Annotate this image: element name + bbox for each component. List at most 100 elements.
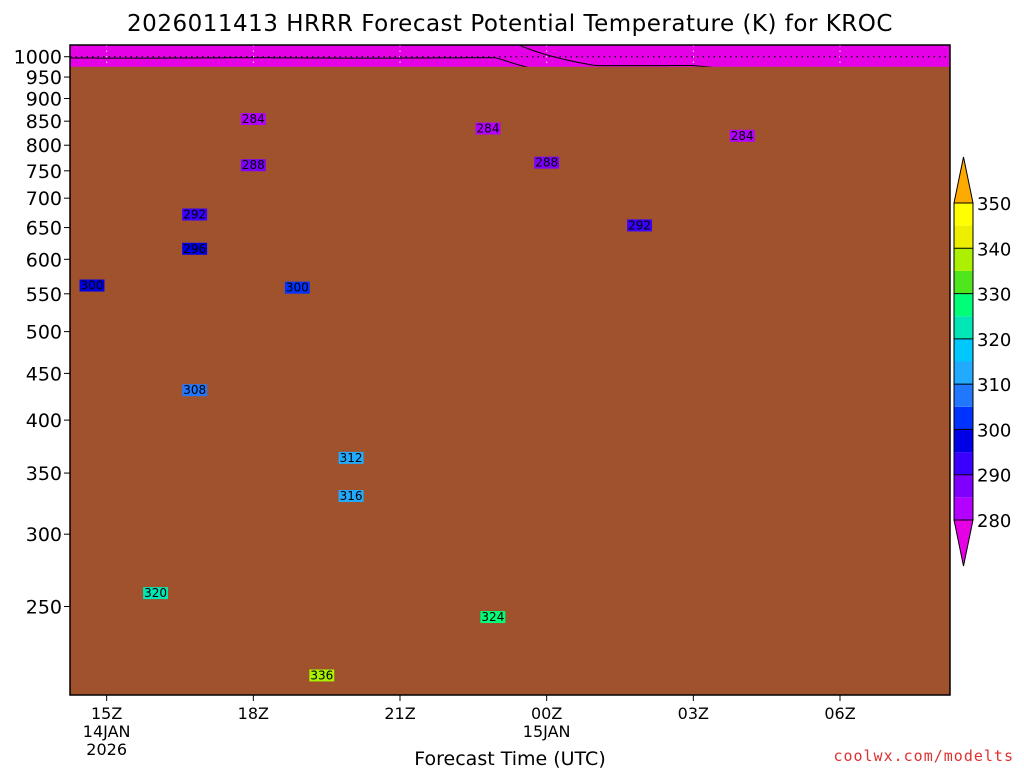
theta-cell — [275, 45, 284, 51]
theta-cell — [854, 55, 863, 61]
theta-cell — [810, 60, 819, 66]
theta-cell — [480, 50, 489, 56]
theta-cell — [187, 50, 196, 56]
theta-cell — [554, 60, 562, 66]
theta-cell — [260, 45, 269, 51]
theta-cell — [326, 60, 335, 66]
theta-cell — [150, 60, 159, 66]
theta-cell — [253, 45, 262, 51]
theta-cell — [898, 50, 907, 56]
theta-cell — [664, 50, 672, 56]
theta-cell — [326, 50, 335, 56]
theta-cell — [671, 50, 680, 56]
theta-cell — [356, 45, 364, 51]
theta-cell — [686, 50, 694, 56]
theta-cell — [891, 60, 900, 66]
theta-cell — [722, 55, 731, 61]
theta-cell — [194, 50, 203, 56]
theta-cell — [480, 60, 489, 66]
theta-cell — [429, 60, 438, 66]
theta-cell — [554, 45, 562, 51]
theta-cell — [722, 60, 731, 66]
theta-cell — [920, 45, 929, 51]
theta-cell — [803, 45, 812, 51]
theta-cell — [759, 55, 768, 61]
theta-cell — [693, 45, 702, 51]
theta-cell — [737, 45, 746, 51]
theta-cell — [84, 45, 93, 51]
theta-cell — [744, 55, 753, 61]
theta-cell — [796, 50, 804, 56]
theta-cell — [290, 45, 298, 51]
theta-cell — [832, 45, 841, 51]
theta-cell — [348, 50, 357, 56]
theta-cell — [561, 50, 570, 56]
theta-cell — [334, 45, 342, 51]
theta-cell — [818, 60, 826, 66]
theta-cell — [370, 45, 379, 51]
theta-cell — [378, 45, 386, 51]
theta-cell — [752, 50, 760, 56]
theta-cell — [495, 60, 504, 66]
theta-cell — [832, 50, 841, 56]
theta-cell — [194, 45, 203, 51]
theta-cell — [744, 60, 753, 66]
theta-cell — [202, 60, 210, 66]
theta-cell — [136, 50, 144, 56]
theta-cell — [253, 60, 262, 66]
theta-cell — [312, 45, 320, 51]
theta-cell — [319, 60, 328, 66]
theta-cell — [840, 60, 848, 66]
theta-cell — [678, 55, 687, 61]
theta-cell — [656, 50, 665, 56]
theta-cell — [466, 45, 474, 51]
theta-cell — [847, 60, 856, 66]
theta-cell — [524, 45, 533, 51]
theta-cell — [898, 55, 907, 61]
theta-cell — [77, 50, 86, 56]
theta-cell — [172, 45, 181, 51]
theta-cell — [612, 50, 621, 56]
theta-cell — [304, 60, 313, 66]
theta-cell — [920, 60, 929, 66]
theta-cell — [649, 50, 658, 56]
theta-cell — [319, 45, 328, 51]
theta-cell — [268, 50, 276, 56]
theta-cell — [282, 50, 291, 56]
theta-cell — [942, 55, 950, 61]
theta-cell — [693, 50, 702, 56]
theta-cell — [106, 50, 115, 56]
theta-cell — [796, 60, 804, 66]
theta-cell — [290, 60, 298, 66]
theta-cell — [656, 55, 665, 61]
theta-cell — [788, 50, 797, 56]
theta-cell — [730, 60, 738, 66]
theta-cell — [532, 45, 540, 51]
theta-cell — [759, 60, 768, 66]
theta-cell — [803, 60, 812, 66]
theta-cell — [605, 55, 614, 61]
theta-cell — [942, 60, 950, 66]
theta-cell — [238, 60, 247, 66]
theta-cell — [546, 55, 555, 61]
theta-cell — [539, 45, 548, 51]
theta-cell — [312, 50, 320, 56]
theta-cell — [686, 55, 694, 61]
theta-cell — [700, 50, 709, 56]
theta-cell — [488, 60, 496, 66]
theta-cell — [502, 60, 511, 66]
theta-cell — [605, 45, 614, 51]
theta-cell — [935, 45, 944, 51]
theta-cell — [576, 50, 584, 56]
theta-cell — [319, 50, 328, 56]
theta-cell — [568, 50, 577, 56]
theta-cell — [583, 60, 592, 66]
theta-cell — [693, 55, 702, 61]
theta-cell — [568, 60, 577, 66]
theta-cell — [466, 50, 474, 56]
theta-cell — [590, 45, 599, 51]
theta-cell — [158, 45, 166, 51]
theta-cell — [642, 50, 650, 56]
theta-cell — [187, 45, 196, 51]
